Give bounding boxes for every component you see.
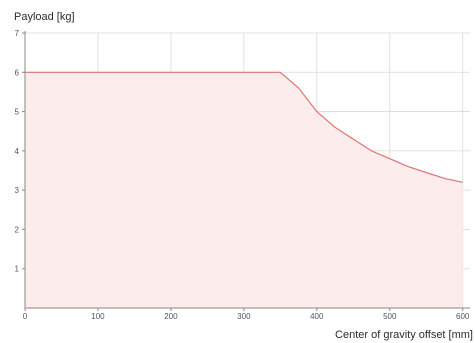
y-tick-label: 6 [15, 68, 20, 77]
payload-line [25, 71, 463, 183]
y-axis-label: Payload [kg] [14, 11, 75, 23]
payload-area [25, 72, 463, 308]
area-layer [25, 71, 463, 308]
x-axis-label: Center of gravity offset [mm] [335, 329, 473, 341]
x-tick-label: 200 [164, 312, 178, 321]
x-tick-label: 500 [383, 312, 397, 321]
y-tick-label: 1 [15, 265, 20, 274]
y-tick-label: 4 [15, 147, 20, 156]
x-tick-label: 400 [310, 312, 324, 321]
x-tick-label: 300 [237, 312, 251, 321]
x-tick-label: 0 [23, 312, 28, 321]
y-tick-label: 7 [15, 29, 20, 38]
x-tick-label: 600 [456, 312, 470, 321]
axis-layer [24, 31, 470, 309]
y-tick-label: 3 [15, 186, 20, 195]
tick-layer: 1 2 3 4 5 6 7 0 100 200 300 400 500 600 [15, 29, 470, 321]
x-tick-label: 100 [91, 312, 105, 321]
y-tick-label: 5 [15, 108, 20, 117]
y-tick-label: 2 [15, 225, 20, 234]
